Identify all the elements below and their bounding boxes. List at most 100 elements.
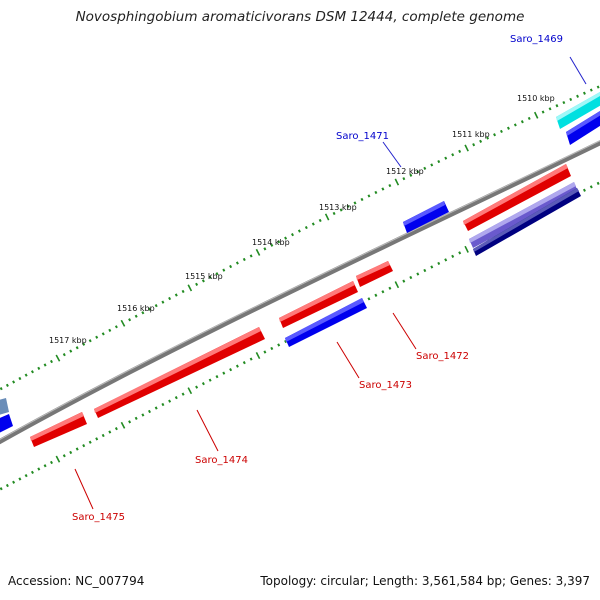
minor-tick [208,275,212,279]
minor-tick [409,173,413,177]
minor-tick [520,120,524,124]
gene-feature-saro-1474-fwd[interactable] [94,327,265,418]
minor-tick [24,474,28,478]
minor-tick [346,204,350,209]
minor-tick [114,325,118,329]
minor-tick [388,183,392,188]
minor-tick [215,375,219,379]
minor-tick [195,385,199,389]
minor-tick [43,363,47,367]
major-tick [464,245,469,253]
gene-feature-saro-1470[interactable] [463,164,571,231]
major-tick [324,213,330,221]
major-tick [394,178,400,186]
major-tick [255,248,261,256]
accession-text: Accession: NC_007794 [8,574,145,588]
minor-tick [30,370,34,374]
minor-tick [101,332,105,336]
minor-tick [562,100,566,105]
minor-tick [141,413,145,417]
minor-tick [161,402,165,407]
minor-tick [215,272,219,276]
gene-label-saro-1475-group: Saro_1475 [72,468,125,523]
minor-tick [472,143,476,147]
minor-tick [174,293,178,297]
gene-feature-saro-1475[interactable] [30,412,87,447]
minor-tick [277,343,281,347]
minor-tick [284,236,288,240]
minor-tick [18,477,22,481]
minor-tick [69,349,73,353]
minor-tick [430,265,434,269]
gene-label-saro-1471[interactable]: Saro_1471 [336,131,389,142]
minor-tick [444,258,448,262]
minor-tick [242,361,246,365]
minor-tick [82,342,86,346]
gene-label-saro-1469[interactable]: Saro_1469 [510,34,563,45]
scale-label: 1510 kbp [517,94,555,103]
scale-label: 1516 kbp [117,304,155,313]
scale-label: 1517 kbp [49,336,87,345]
minor-tick [388,286,392,290]
minor-tick [69,450,73,455]
minor-tick [270,346,274,351]
scale-label: 1515 kbp [185,272,223,281]
minor-tick [576,94,580,98]
minor-tick [50,460,53,465]
genome-summary-text: Topology: circular; Length: 3,561,584 bp… [260,574,590,588]
minor-tick [437,261,441,266]
major-tick [55,455,61,463]
gene-label-saro-1475[interactable]: Saro_1475 [72,512,125,523]
minor-tick [229,264,233,269]
minor-tick [114,427,118,431]
gene-label-saro-1472[interactable]: Saro_1472 [416,351,469,362]
gene-label-saro-1474[interactable]: Saro_1474 [195,455,248,466]
gene-feature-left-edge[interactable] [0,398,13,435]
gene-feature-saro-1469[interactable] [556,92,600,129]
gene-feature-saro-1473[interactable] [285,298,367,347]
genome-backbone [0,140,600,445]
minor-tick [128,420,132,424]
minor-tick [506,126,510,130]
genome-title: Novosphingobium aromaticivorans DSM 1244… [75,9,525,25]
minor-tick [0,387,3,391]
minor-tick [589,185,593,189]
minor-tick [402,177,406,181]
minor-tick [229,368,233,372]
minor-tick [596,181,600,186]
minor-tick [416,170,420,174]
minor-tick [360,197,364,202]
scale-label: 1511 kbp [452,130,490,139]
minor-tick [30,470,34,474]
gene-feature-navy[interactable] [473,188,581,256]
minor-tick [513,123,517,127]
minor-tick [195,282,199,286]
gene-feature-saro-1472[interactable] [356,261,393,287]
minor-tick [444,156,448,160]
minor-tick [101,433,105,438]
minor-tick [486,136,490,140]
gene-feature-blue-right[interactable] [566,111,600,145]
minor-tick [12,480,16,484]
minor-tick [339,208,343,212]
major-tick [464,144,469,152]
minor-tick [181,392,185,396]
minor-tick [24,373,28,377]
gene-feature-saro-1473-fwd[interactable] [279,281,358,328]
minor-tick [249,254,253,258]
major-tick [55,354,61,362]
gene-label-saro-1473[interactable]: Saro_1473 [359,380,412,391]
minor-tick [270,243,274,247]
minor-tick [332,211,336,216]
gene-feature-saro-1471[interactable] [403,201,449,233]
gene-feature-purple[interactable] [469,182,578,248]
minor-tick [235,261,239,265]
minor-tick [201,279,205,283]
minor-tick [62,454,66,458]
minor-tick [263,247,267,251]
minor-tick [174,396,178,400]
minor-tick [381,290,385,294]
minor-tick [108,430,112,434]
